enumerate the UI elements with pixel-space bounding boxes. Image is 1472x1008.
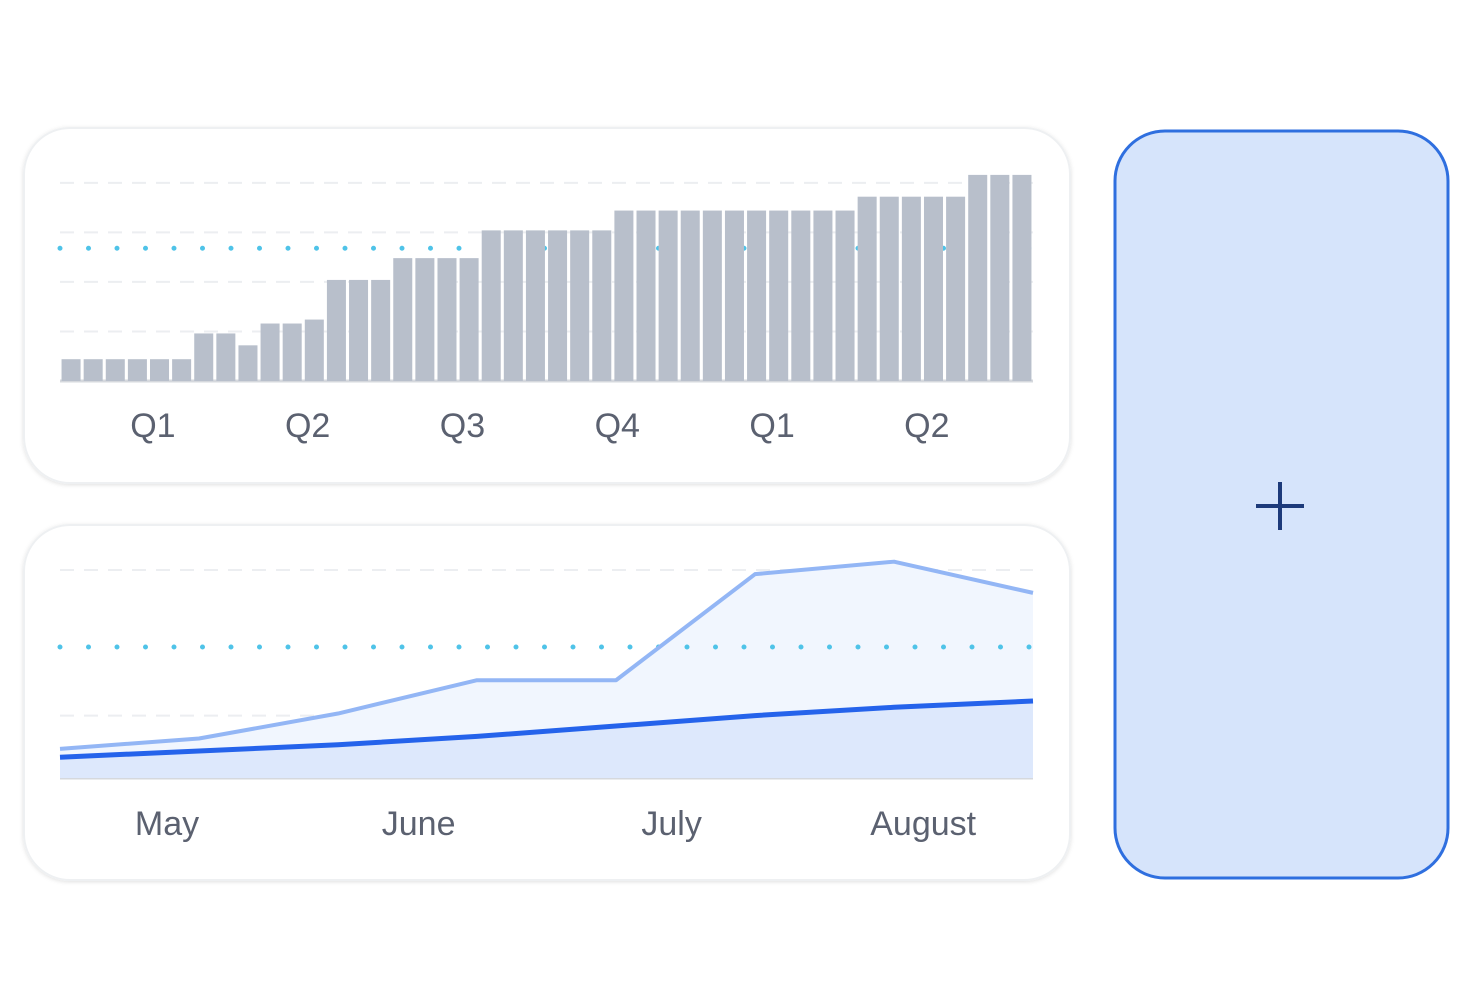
x-tick-label: June xyxy=(382,805,456,843)
bar xyxy=(990,174,1010,381)
bar xyxy=(614,210,634,381)
bar xyxy=(459,258,479,381)
bar xyxy=(260,323,280,381)
bar xyxy=(371,279,391,381)
bar xyxy=(791,210,811,381)
bar xyxy=(835,210,855,381)
bar xyxy=(503,230,523,381)
x-tick-label: Q1 xyxy=(130,407,175,445)
bar xyxy=(282,323,302,381)
bar xyxy=(570,230,590,381)
x-tick-label: Q1 xyxy=(749,407,794,445)
bar xyxy=(1012,174,1032,381)
bar xyxy=(857,196,877,381)
bar xyxy=(658,210,678,381)
bar xyxy=(415,258,435,381)
bar xyxy=(481,230,501,381)
line xyxy=(59,559,1034,751)
area xyxy=(60,701,1033,778)
bar xyxy=(238,345,258,381)
bar xyxy=(747,210,767,381)
bar xyxy=(769,210,789,381)
x-tick-label: August xyxy=(870,805,976,843)
bar xyxy=(813,210,833,381)
bar xyxy=(172,359,192,381)
x-tick-label: Q3 xyxy=(440,407,485,445)
bar xyxy=(680,210,700,381)
bar xyxy=(127,359,147,381)
x-tick-label: Q4 xyxy=(595,407,640,445)
bar xyxy=(724,210,744,381)
bar xyxy=(349,279,369,381)
bar xyxy=(923,196,943,381)
bar xyxy=(194,333,214,381)
bar xyxy=(216,333,236,381)
x-tick-label: May xyxy=(135,805,199,843)
add-button[interactable] xyxy=(1113,129,1450,880)
bar xyxy=(304,319,324,381)
bar xyxy=(879,196,899,381)
bar xyxy=(61,359,81,381)
bar xyxy=(901,196,921,381)
x-tick-label: Q2 xyxy=(904,407,949,445)
bar xyxy=(326,279,346,381)
plus-icon[interactable] xyxy=(1256,482,1304,530)
bar xyxy=(636,210,656,381)
x-tick-label: July xyxy=(641,805,701,843)
bar xyxy=(437,258,457,381)
bar xyxy=(150,359,170,381)
bar xyxy=(968,174,988,381)
bar xyxy=(946,196,966,381)
line xyxy=(59,698,1034,760)
bar xyxy=(592,230,612,381)
bar xyxy=(702,210,722,381)
bar xyxy=(548,230,568,381)
bar xyxy=(105,359,125,381)
x-tick-label: Q2 xyxy=(285,407,330,445)
bar xyxy=(393,258,413,381)
bar xyxy=(525,230,545,381)
bar xyxy=(83,359,103,381)
